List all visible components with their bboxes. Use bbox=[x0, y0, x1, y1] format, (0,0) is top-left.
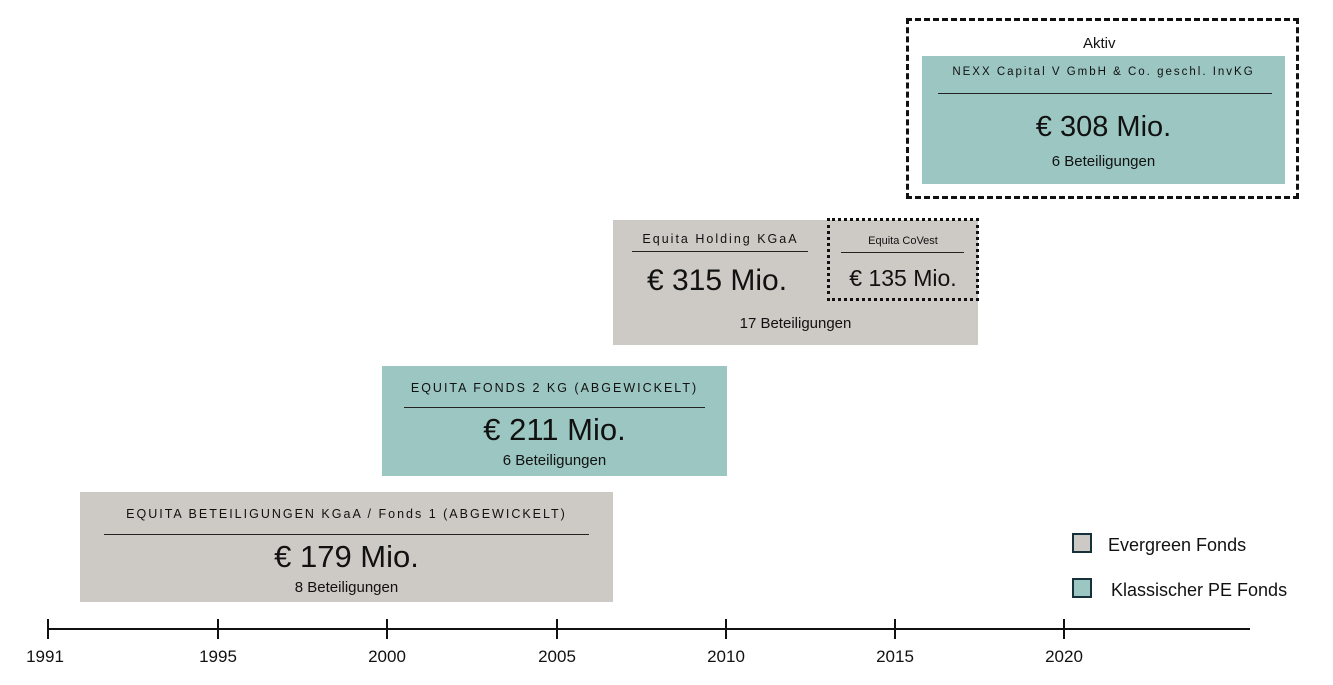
fund-title: EQUITA BETEILIGUNGEN KGaA / Fonds 1 (ABG… bbox=[126, 507, 567, 521]
fund-equita-holding: Equita Holding KGaA € 315 Mio. 17 Beteil… bbox=[613, 220, 978, 345]
tick-label-2000: 2000 bbox=[368, 647, 406, 666]
fund-equita-fonds-2: EQUITA FONDS 2 KG (ABGEWICKELT) € 211 Mi… bbox=[382, 366, 727, 476]
fund-count: 17 Beteiligungen bbox=[739, 315, 852, 332]
tick-label-2020: 2020 bbox=[1045, 647, 1083, 666]
fund-title: Equita CoVest bbox=[868, 235, 938, 247]
legend-label-evergreen: Evergreen Fonds bbox=[1108, 535, 1247, 555]
divider bbox=[841, 252, 964, 253]
fund-amount: € 315 Mio. bbox=[646, 264, 788, 297]
fund-count: 6 Beteiligungen bbox=[502, 452, 607, 469]
tick-label-1991: 1991 bbox=[26, 647, 64, 666]
fund-title: EQUITA FONDS 2 KG (ABGEWICKELT) bbox=[410, 381, 699, 395]
fund-equita-beteiligungen: EQUITA BETEILIGUNGEN KGaA / Fonds 1 (ABG… bbox=[80, 492, 613, 602]
fund-equita-covest: Equita CoVest € 135 Mio. bbox=[827, 218, 979, 301]
fund-title: Equita Holding KGaA bbox=[642, 232, 799, 246]
fund-title: NEXX Capital V GmbH & Co. geschl. InvKG bbox=[952, 66, 1255, 78]
tick-label-2010: 2010 bbox=[707, 647, 745, 666]
divider bbox=[632, 251, 808, 252]
fund-amount: € 179 Mio. bbox=[274, 539, 419, 574]
divider bbox=[104, 534, 589, 535]
tick-label-1995: 1995 bbox=[199, 647, 237, 666]
fund-nexx-capital-v: NEXX Capital V GmbH & Co. geschl. InvKG … bbox=[922, 56, 1285, 184]
divider bbox=[404, 407, 705, 408]
legend-swatch-evergreen bbox=[1072, 533, 1092, 553]
fund-count: 6 Beteiligungen bbox=[1051, 153, 1156, 170]
tick-label-2005: 2005 bbox=[538, 647, 576, 666]
fund-count: 8 Beteiligungen bbox=[294, 579, 399, 596]
fund-amount: € 211 Mio. bbox=[483, 412, 626, 447]
divider bbox=[938, 93, 1272, 94]
legend-swatch-classic bbox=[1072, 578, 1092, 598]
fund-amount: € 308 Mio. bbox=[1035, 111, 1172, 143]
tick-label-2015: 2015 bbox=[876, 647, 914, 666]
legend-label-classic: Klassischer PE Fonds bbox=[1111, 580, 1288, 600]
active-frame bbox=[906, 18, 1299, 199]
active-label: Aktiv bbox=[1083, 35, 1116, 52]
fund-amount: € 135 Mio. bbox=[849, 265, 957, 291]
